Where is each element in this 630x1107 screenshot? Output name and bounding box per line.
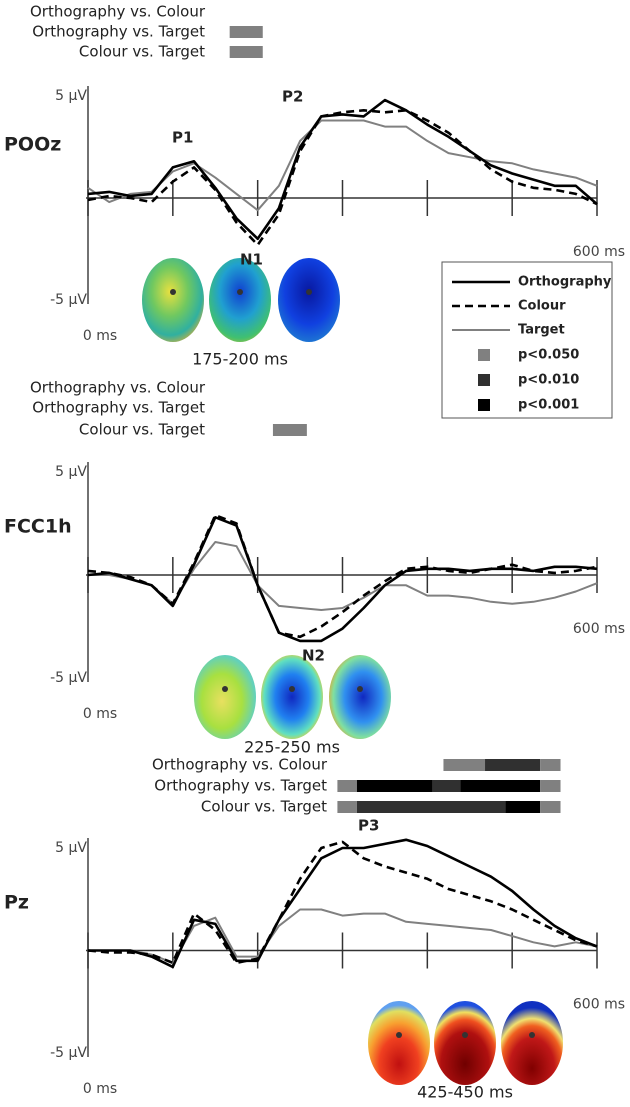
comparison-label: Colour vs. Target [201, 798, 327, 816]
electrode [529, 1032, 535, 1038]
channel-label: Pz [4, 892, 29, 914]
peak-label: N1 [240, 251, 263, 269]
y-tick-label: 5 µV [55, 840, 87, 856]
topo-window: 225-250 ms [244, 738, 340, 757]
significance-bar [432, 780, 461, 792]
topo-map [142, 258, 204, 342]
comparison-label: Orthography vs. Colour [30, 3, 206, 21]
y-tick-label: 5 µV [55, 464, 87, 480]
topo-map [278, 258, 340, 342]
legend-label: p<0.001 [518, 398, 579, 413]
peak-label: P2 [282, 88, 303, 106]
erp-line [87, 514, 598, 639]
x-tick-label: 0 ms [83, 706, 117, 722]
y-tick-label: 5 µV [55, 88, 87, 104]
x-tick-label: 600 ms [573, 997, 625, 1013]
peak-label: P1 [172, 129, 193, 147]
significance-bar [229, 26, 263, 38]
channel-label: FCC1h [4, 516, 72, 538]
significance-bar [540, 801, 561, 813]
electrode [289, 686, 295, 692]
electrode [306, 289, 312, 295]
erp-line [87, 109, 598, 247]
channel-label: POOz [4, 134, 61, 156]
electrode [170, 289, 176, 295]
significance-bar [356, 780, 433, 792]
x-tick-label: 0 ms [83, 1081, 117, 1097]
comparison-label: Orthography vs. Target [154, 777, 327, 795]
topo-map [209, 258, 271, 342]
peak-label: P3 [358, 817, 379, 835]
topo-map [434, 1001, 496, 1085]
electrode [237, 289, 243, 295]
legend-label: Orthography [518, 275, 612, 290]
electrode [357, 686, 363, 692]
y-tick-label: -5 µV [50, 1045, 87, 1061]
significance-bar [505, 801, 541, 813]
topo-window: 425-450 ms [417, 1083, 513, 1102]
legend-box [441, 261, 613, 419]
electrode [396, 1032, 402, 1038]
topo-map [329, 655, 391, 739]
x-tick-label: 600 ms [573, 244, 625, 260]
y-tick-label: -5 µV [50, 670, 87, 686]
comparison-label: Orthography vs. Colour [30, 379, 206, 397]
significance-bar [356, 801, 506, 813]
significance-bar [337, 801, 357, 813]
x-tick-label: 600 ms [573, 621, 625, 637]
erp-line [88, 908, 598, 964]
topo-map [261, 655, 323, 739]
erp-line [87, 119, 598, 212]
legend-label: p<0.050 [518, 348, 579, 363]
comparison-label: Orthography vs. Target [32, 399, 205, 417]
significance-bar [337, 780, 357, 792]
significance-bar [443, 759, 486, 771]
topo-window: 175-200 ms [192, 350, 288, 369]
comparison-label: Colour vs. Target [79, 421, 205, 439]
legend-label: Colour [518, 299, 566, 314]
comparison-label: Orthography vs. Colour [152, 756, 328, 774]
legend-label: p<0.010 [518, 373, 579, 388]
erp-line [87, 840, 598, 965]
legend-swatch [478, 399, 490, 411]
comparison-label: Colour vs. Target [79, 43, 205, 61]
legend-swatch [478, 349, 490, 361]
erp-line [87, 98, 598, 241]
significance-bar [540, 759, 561, 771]
erp-line [88, 838, 598, 969]
significance-bar [485, 759, 541, 771]
y-tick-label: -5 µV [50, 292, 87, 308]
significance-bar [540, 780, 561, 792]
topo-map [501, 1001, 563, 1085]
x-tick-label: 0 ms [83, 328, 117, 344]
topo-map [368, 1001, 430, 1085]
electrode [462, 1032, 468, 1038]
peak-label: N2 [302, 647, 325, 665]
electrode [222, 686, 228, 692]
significance-bar [460, 780, 541, 792]
significance-bar [272, 424, 307, 436]
comparison-label: Orthography vs. Target [32, 23, 205, 41]
significance-bar [229, 46, 263, 58]
legend-label: Target [518, 323, 565, 338]
topo-map [194, 655, 256, 739]
erp-line [87, 516, 598, 643]
legend-swatch [478, 374, 490, 386]
